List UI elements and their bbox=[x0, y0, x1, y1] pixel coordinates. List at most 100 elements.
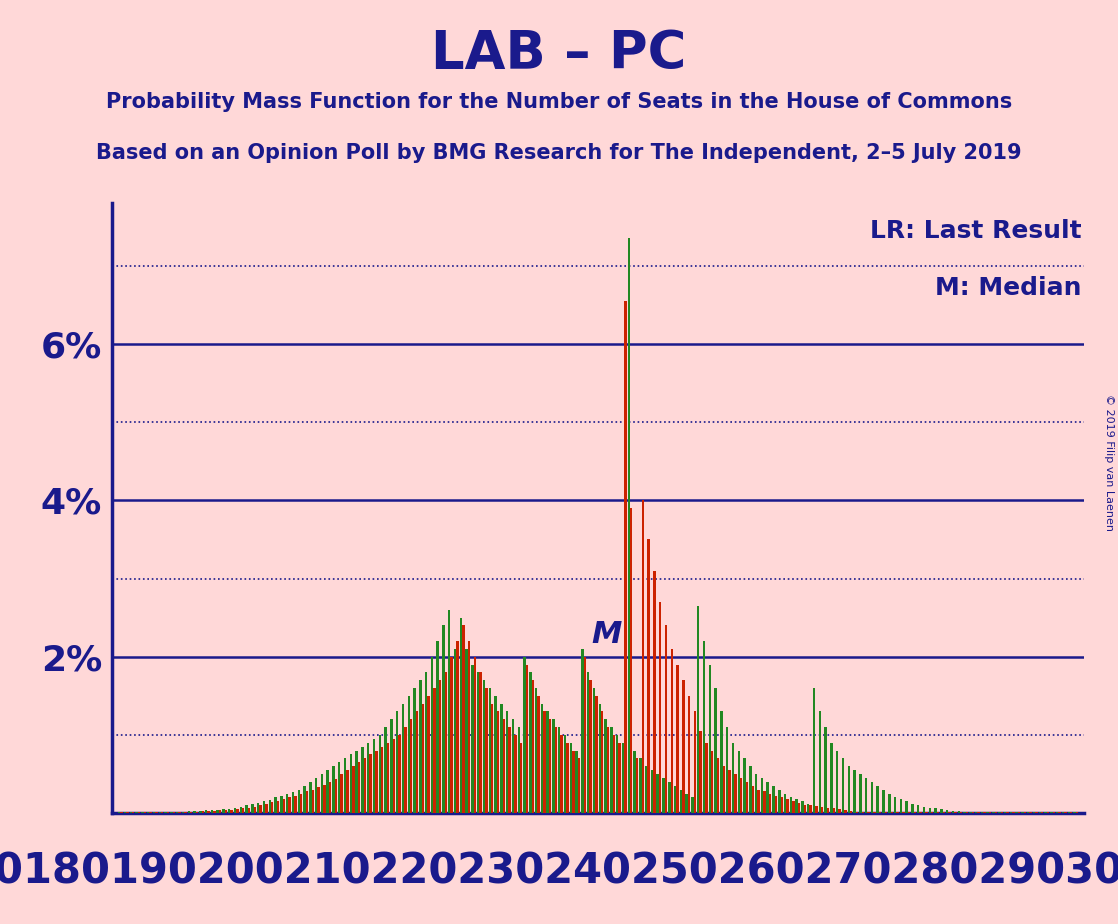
Bar bbox=[651, 770, 653, 813]
Bar bbox=[315, 778, 318, 813]
Bar bbox=[618, 743, 620, 813]
Bar bbox=[281, 796, 283, 813]
Bar bbox=[775, 796, 777, 813]
Bar bbox=[558, 727, 560, 813]
Bar bbox=[433, 688, 436, 813]
Bar bbox=[804, 805, 806, 813]
Bar bbox=[682, 680, 684, 813]
Bar bbox=[764, 791, 766, 813]
Bar bbox=[755, 774, 757, 813]
Bar bbox=[547, 711, 549, 813]
Bar bbox=[408, 696, 410, 813]
Bar bbox=[297, 790, 300, 813]
Bar bbox=[294, 796, 296, 813]
Bar bbox=[390, 719, 392, 813]
Bar bbox=[214, 810, 216, 813]
Bar bbox=[379, 735, 381, 813]
Bar bbox=[581, 649, 584, 813]
Bar bbox=[842, 759, 844, 813]
Bar bbox=[642, 501, 644, 813]
Bar bbox=[523, 657, 525, 813]
Bar bbox=[356, 750, 358, 813]
Bar bbox=[729, 770, 731, 813]
Bar bbox=[265, 804, 267, 813]
Bar bbox=[430, 657, 433, 813]
Bar bbox=[414, 688, 416, 813]
Bar bbox=[483, 680, 485, 813]
Bar bbox=[512, 719, 514, 813]
Text: M: Median: M: Median bbox=[935, 276, 1081, 300]
Bar bbox=[323, 785, 325, 813]
Bar bbox=[705, 743, 708, 813]
Bar bbox=[305, 791, 309, 813]
Bar bbox=[595, 696, 598, 813]
Bar bbox=[514, 735, 517, 813]
Bar bbox=[659, 602, 662, 813]
Bar bbox=[653, 571, 655, 813]
Bar bbox=[813, 688, 815, 813]
Bar bbox=[292, 792, 294, 813]
Bar bbox=[789, 797, 792, 813]
Bar bbox=[975, 811, 977, 813]
Bar bbox=[309, 782, 312, 813]
Bar bbox=[732, 743, 735, 813]
Bar bbox=[205, 810, 207, 813]
Bar bbox=[671, 649, 673, 813]
Bar bbox=[456, 641, 458, 813]
Bar bbox=[465, 649, 467, 813]
Bar bbox=[541, 704, 543, 813]
Bar bbox=[946, 810, 948, 813]
Bar bbox=[549, 719, 551, 813]
Bar bbox=[506, 711, 509, 813]
Bar bbox=[838, 809, 841, 813]
Bar bbox=[201, 810, 203, 813]
Bar bbox=[509, 727, 511, 813]
Bar bbox=[259, 806, 262, 813]
Bar bbox=[859, 774, 862, 813]
Bar bbox=[445, 673, 447, 813]
Bar bbox=[188, 810, 190, 813]
Bar bbox=[792, 801, 795, 813]
Bar bbox=[807, 804, 809, 813]
Bar bbox=[361, 747, 363, 813]
Bar bbox=[344, 759, 347, 813]
Bar bbox=[853, 770, 855, 813]
Bar bbox=[303, 785, 305, 813]
Bar bbox=[184, 811, 187, 813]
Bar bbox=[552, 719, 555, 813]
Bar bbox=[321, 774, 323, 813]
Bar bbox=[636, 759, 638, 813]
Bar bbox=[448, 610, 451, 813]
Bar bbox=[957, 810, 960, 813]
Bar bbox=[616, 735, 618, 813]
Bar bbox=[662, 778, 665, 813]
Text: LR: Last Result: LR: Last Result bbox=[870, 219, 1081, 242]
Bar bbox=[248, 808, 250, 813]
Bar bbox=[700, 731, 702, 813]
Bar bbox=[410, 719, 413, 813]
Bar bbox=[570, 743, 572, 813]
Bar bbox=[601, 711, 604, 813]
Bar bbox=[711, 750, 713, 813]
Bar bbox=[868, 811, 870, 813]
Bar bbox=[462, 626, 464, 813]
Bar bbox=[318, 787, 320, 813]
Bar bbox=[680, 790, 682, 813]
Bar bbox=[906, 801, 908, 813]
Bar bbox=[243, 808, 245, 813]
Text: 160170180190200210220230240250260270280290300310320°: 1601701801902002102202302402502602702802… bbox=[0, 850, 1118, 892]
Bar bbox=[633, 750, 636, 813]
Bar bbox=[645, 766, 647, 813]
Bar bbox=[268, 800, 271, 813]
Bar bbox=[419, 680, 421, 813]
Bar bbox=[219, 810, 221, 813]
Bar bbox=[798, 803, 800, 813]
Bar bbox=[917, 806, 919, 813]
Bar bbox=[593, 688, 595, 813]
Bar bbox=[474, 657, 476, 813]
Bar bbox=[439, 680, 442, 813]
Bar bbox=[477, 673, 480, 813]
Bar bbox=[225, 810, 227, 813]
Bar bbox=[520, 743, 522, 813]
Bar bbox=[341, 774, 343, 813]
